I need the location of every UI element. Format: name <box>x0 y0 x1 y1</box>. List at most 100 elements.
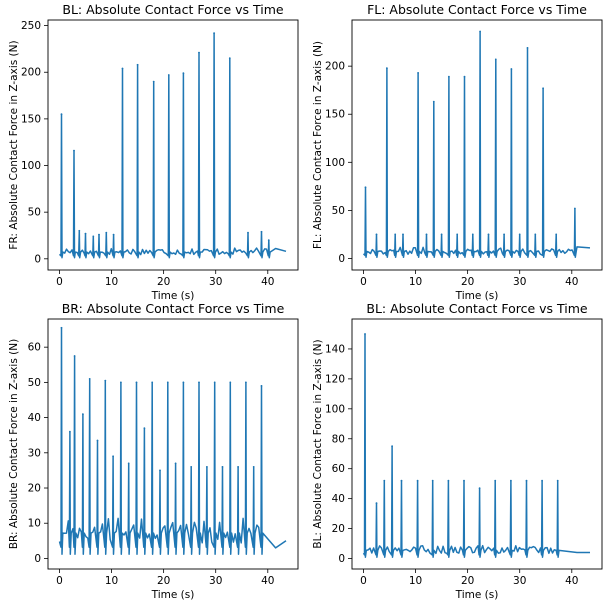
spike-point <box>143 427 146 430</box>
spike-point <box>463 75 466 78</box>
spike-point <box>221 466 224 468</box>
x-axis-label: Time (s) <box>151 589 195 601</box>
series-line <box>362 30 591 259</box>
y-axis-label: BR: Absolute Contact Force in Z-axis (N) <box>8 339 20 549</box>
spike-point <box>174 462 177 465</box>
x-tick-label: 40 <box>261 276 274 288</box>
spike-point <box>213 32 216 34</box>
x-tick-label: 40 <box>565 276 578 288</box>
y-tick-label: 100 <box>21 160 41 172</box>
spike-point <box>60 326 63 329</box>
spike-point <box>471 233 474 236</box>
spike-point <box>494 58 497 61</box>
spike-point <box>228 57 231 60</box>
series-line <box>58 32 287 259</box>
spike-point <box>447 479 450 482</box>
spike-point <box>198 51 200 54</box>
spike-point <box>394 233 397 236</box>
spike-point <box>525 479 528 482</box>
x-tick-label: 10 <box>105 575 118 587</box>
spike-point <box>121 67 124 70</box>
spike-point <box>448 75 450 78</box>
spike-point <box>190 466 193 468</box>
y-axis-label: FR: Absolute Contact Force in Z-axis (N) <box>8 40 20 249</box>
x-tick-label: 10 <box>409 575 422 587</box>
spike-point <box>182 72 185 75</box>
y-tick-label: 40 <box>28 412 41 424</box>
y-tick-label: 30 <box>28 447 41 459</box>
spike-point <box>541 479 543 482</box>
x-tick-label: 30 <box>209 276 222 288</box>
x-tick-label: 20 <box>157 276 170 288</box>
x-tick-label: 20 <box>461 575 474 587</box>
spike-point <box>510 68 513 70</box>
x-tick-label: 30 <box>513 575 526 587</box>
chart-title: FL: Absolute Contact Force vs Time <box>367 2 587 17</box>
spike-point <box>556 479 559 482</box>
spike-point <box>440 233 443 236</box>
spike-point <box>391 445 393 448</box>
spike-point <box>166 381 169 384</box>
spike-point <box>364 333 366 335</box>
spike-point <box>152 80 155 83</box>
spike-point <box>432 100 435 103</box>
x-axis-label: Time (s) <box>455 589 499 601</box>
y-tick-label: 50 <box>28 377 41 389</box>
y-tick-label: 0 <box>338 253 345 265</box>
y-tick-label: 100 <box>325 157 345 169</box>
spike-point <box>386 67 388 69</box>
y-axis-label: BL: Absolute Contact Force in Z-axis (N) <box>312 339 324 548</box>
y-tick-label: 0 <box>34 253 41 265</box>
x-tick-label: 0 <box>360 575 367 587</box>
y-tick-label: 150 <box>21 113 41 125</box>
y-tick-label: 80 <box>332 433 345 445</box>
spike-point <box>425 233 428 236</box>
spike-point <box>417 72 419 74</box>
subplot-bl: BL: Absolute Contact Force vs Time 0 10 20 3… <box>312 301 603 601</box>
x-tick-label: 20 <box>461 276 474 288</box>
spike-point <box>159 469 161 472</box>
subplot-br: BR: Absolute Contact Force vs Time 0 10 20 3… <box>8 301 299 601</box>
series-line <box>58 327 287 555</box>
spike-point <box>416 479 419 482</box>
x-axis-label: Time (s) <box>151 290 195 302</box>
spike-point <box>73 149 75 152</box>
subplot-fr: BL: Absolute Contact Force vs Time 0 10 20 3… <box>8 2 299 302</box>
x-tick-label: 0 <box>360 276 367 288</box>
spike-point <box>247 231 249 234</box>
spike-point <box>267 239 270 242</box>
spike-point <box>479 30 481 33</box>
spike-point <box>82 413 84 415</box>
y-tick-label: 0 <box>34 553 41 565</box>
spike-point <box>88 378 91 380</box>
spike-point <box>237 466 240 468</box>
x-tick-label: 0 <box>56 276 63 288</box>
y-tick-label: 10 <box>28 518 41 530</box>
spike-point <box>151 381 154 384</box>
spike-point <box>402 233 404 236</box>
x-tick-label: 30 <box>513 276 526 288</box>
axes-frame <box>351 318 603 570</box>
y-tick-label: 200 <box>325 61 345 73</box>
y-tick-label: 60 <box>28 342 41 354</box>
spike-point <box>73 355 76 357</box>
x-axis-label: Time (s) <box>455 290 499 302</box>
spike-point <box>260 230 263 233</box>
spike-point <box>364 186 367 189</box>
y-tick-label: 40 <box>332 493 345 505</box>
chart-title: BL: Absolute Contact Force vs Time <box>366 301 588 316</box>
spike-point <box>534 233 537 236</box>
series-line <box>362 333 590 558</box>
spike-point <box>229 381 232 384</box>
y-axis-label: FL: Absolute Contact Force in Z-axis (N) <box>312 41 324 249</box>
x-tick-label: 20 <box>157 575 170 587</box>
spike-point <box>135 381 138 384</box>
y-tick-label: 250 <box>21 20 41 32</box>
x-tick-label: 40 <box>565 575 578 587</box>
x-tick-label: 30 <box>209 575 222 587</box>
spike-point <box>555 233 558 236</box>
spike-point <box>198 381 200 384</box>
spike-point <box>78 229 81 232</box>
spike-point <box>494 479 497 482</box>
